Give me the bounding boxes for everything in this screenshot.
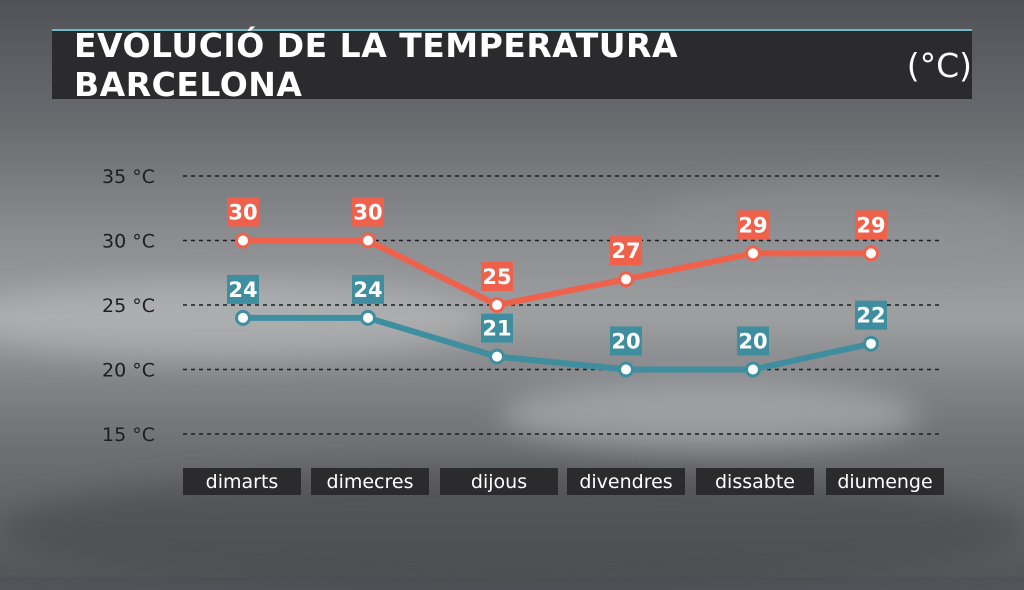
data-point-min: [360, 309, 376, 326]
y-tick-label: 20 °C: [102, 360, 155, 382]
data-label-min: 24: [353, 278, 382, 302]
x-tick-label: diumenge: [837, 471, 932, 493]
data-label-max: 25: [482, 265, 511, 289]
data-point-max: [618, 271, 634, 288]
data-label-box-min: [610, 326, 642, 356]
temperature-line-chart: 35 °C 30 °C 25 °C 20 °C 15 °C dimarts dimecres…: [102, 166, 944, 495]
data-label-max: 30: [353, 201, 382, 225]
y-tick-label: 15 °C: [102, 424, 155, 446]
data-point-min: [745, 361, 761, 378]
data-label-box-min: [352, 274, 384, 304]
data-point-min: [618, 361, 634, 378]
category-box: [567, 468, 685, 495]
data-label-box-min: [737, 326, 769, 356]
y-tick-label: 35 °C: [102, 166, 155, 188]
data-label-min: 22: [856, 304, 885, 328]
y-tick-label: 30 °C: [102, 231, 155, 253]
data-point-max: [489, 297, 505, 313]
data-label-max: 27: [611, 239, 640, 263]
category-box: [311, 468, 429, 495]
data-label-max: 30: [228, 201, 257, 225]
data-label-box-max: [855, 210, 887, 240]
y-tick-label: 25 °C: [102, 295, 155, 317]
data-point-min: [863, 335, 879, 352]
data-label-max: 29: [856, 213, 885, 237]
data-point-max: [360, 232, 376, 249]
data-point-max: [745, 245, 761, 262]
series-line-min: [240, 314, 874, 373]
data-label-box-min: [855, 300, 887, 330]
data-label-box-max: [737, 210, 769, 240]
data-label-max: 29: [738, 213, 767, 237]
data-label-box-max: [352, 197, 384, 227]
category-box: [826, 468, 944, 495]
data-label-min: 21: [482, 317, 511, 341]
category-box: [440, 468, 558, 495]
data-label-box-max: [227, 197, 259, 227]
data-label-min: 24: [228, 278, 257, 302]
x-tick-label: dijous: [471, 471, 527, 493]
data-label-box-max: [481, 262, 513, 291]
data-label-box-max: [610, 236, 642, 266]
x-tick-label: divendres: [579, 471, 672, 493]
data-point-max: [863, 245, 879, 262]
data-label-min: 20: [738, 330, 767, 354]
x-tick-label: dimarts: [206, 471, 279, 493]
data-point-min: [235, 309, 251, 326]
x-tick-label: dimecres: [327, 471, 414, 493]
category-box: [696, 468, 814, 495]
data-point-min: [489, 348, 505, 365]
data-label-box-min: [481, 313, 513, 343]
chart-title-bar: EVOLUCIÓ DE LA TEMPERATURA BARCELONA (°C…: [52, 26, 972, 104]
chart-title-unit: (°C): [906, 45, 972, 85]
data-label-min: 20: [611, 330, 640, 354]
data-point-max: [235, 232, 251, 249]
series-line-max: [240, 237, 874, 308]
category-box: [183, 468, 301, 495]
data-label-box-min: [227, 274, 259, 304]
chart-title: EVOLUCIÓ DE LA TEMPERATURA BARCELONA: [74, 26, 678, 104]
x-tick-label: dissabte: [715, 471, 795, 493]
